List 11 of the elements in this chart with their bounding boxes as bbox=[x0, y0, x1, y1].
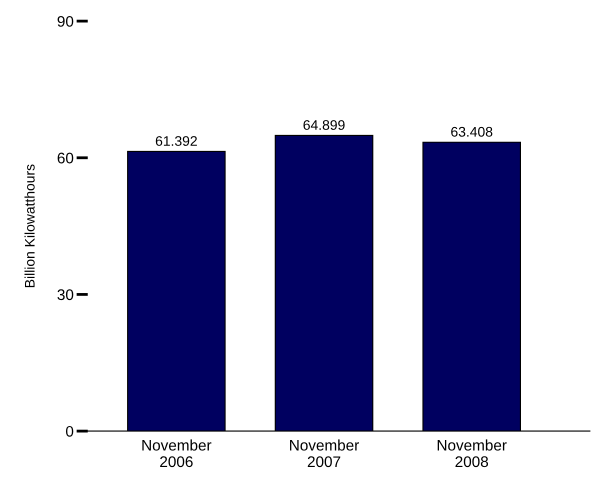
y-tick-label: 0 bbox=[66, 426, 74, 437]
data-label: 63.408 bbox=[451, 126, 492, 137]
y-tick-label: 60 bbox=[58, 152, 74, 164]
data-label: 61.392 bbox=[156, 136, 197, 146]
y-tick-label: 30 bbox=[57, 289, 74, 300]
data-label: 64.899 bbox=[304, 120, 345, 130]
x-tick-label: November 2006 bbox=[142, 439, 212, 468]
x-tick-label: November 2007 bbox=[290, 439, 360, 468]
x-tick-label: November 2008 bbox=[438, 439, 507, 468]
y-tick-label: 90 bbox=[58, 16, 74, 27]
y-axis-title: Billion Kilowatthours bbox=[24, 164, 35, 288]
